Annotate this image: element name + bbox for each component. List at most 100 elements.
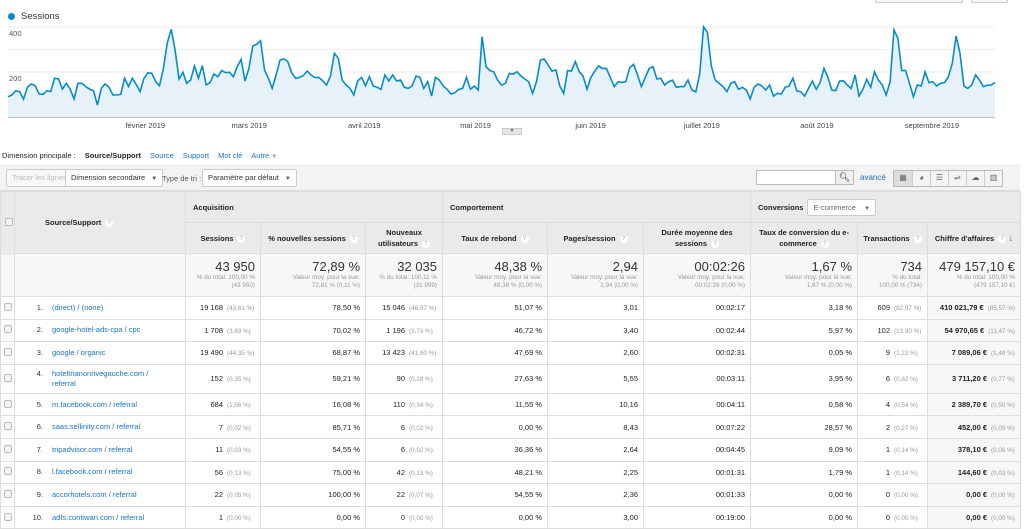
table-view-icon[interactable]: ▦ xyxy=(894,171,912,186)
help-icon[interactable]: ? xyxy=(422,240,431,249)
plot-rows-button[interactable]: Tracer les lignes xyxy=(6,169,73,187)
row-checkbox[interactable] xyxy=(3,347,12,356)
help-icon[interactable]: ? xyxy=(820,240,829,249)
column-header-label: Transactions xyxy=(863,233,910,243)
bounce-cell: 54,55 % xyxy=(442,483,549,507)
row-checkbox[interactable] xyxy=(3,373,12,382)
total-subtext: % du total: 100,00 % (734) xyxy=(878,274,923,289)
trans-cell: 4 (0,54 %) xyxy=(857,392,929,417)
performance-view-icon[interactable]: ☰ xyxy=(930,171,948,186)
pie-view-icon[interactable]: ◕ xyxy=(912,171,930,186)
help-icon[interactable]: ? xyxy=(520,234,529,243)
table-row: 2. google-hotel-ads-cpa / cpc 1 708 (3,89 %… xyxy=(0,318,1022,343)
select-all-checkbox[interactable] xyxy=(5,217,13,226)
new_pct-value: 70,02 % xyxy=(332,325,360,335)
column-header[interactable]: % nouvelles sessions? xyxy=(260,222,366,254)
chart-collapse-handle[interactable]: ▾ xyxy=(502,128,522,135)
total-subtext: Valeur moy. pour la vue: 00:02:26 (0,00 … xyxy=(677,274,746,289)
row-checkbox[interactable] xyxy=(3,302,12,311)
new_users-value: 22 xyxy=(396,490,406,500)
column-header[interactable]: Nouveaux utilisateurs? xyxy=(364,222,444,254)
column-header[interactable]: Transactions? xyxy=(857,222,929,254)
row-checkbox[interactable] xyxy=(3,467,12,476)
column-header[interactable]: Taux de conversion du e-commerce? xyxy=(750,222,859,254)
source-link[interactable]: accorhotels.com / referral xyxy=(52,489,137,499)
source-link[interactable]: hoteltrianonrivegauche.com / referral xyxy=(52,368,149,388)
comparison-view-icon[interactable]: ⇌ xyxy=(948,171,966,186)
new_pct-cell: 100,00 % xyxy=(260,483,366,507)
total-subtext: % du total: 100,00 % (479 157,10 €) xyxy=(956,274,1016,289)
new_users-value: 110 xyxy=(393,400,406,410)
conversions-label: Conversions xyxy=(758,202,804,212)
sort-type-dropdown[interactable]: Paramètre par défaut ▼ xyxy=(202,169,297,187)
dimension-header[interactable]: Source/Support? xyxy=(14,191,186,254)
source-link[interactable]: (direct) / (none) xyxy=(52,302,104,312)
column-header-label: Nouveaux utilisateurs xyxy=(378,228,422,248)
sort-desc-arrow-icon[interactable]: ↓ xyxy=(1006,232,1014,243)
x-tick-label: février 2019 xyxy=(125,121,166,130)
chart-options-button[interactable] xyxy=(971,0,1008,3)
column-header[interactable]: Durée moyenne des sessions? xyxy=(643,222,752,254)
help-icon[interactable]: ? xyxy=(349,234,358,243)
trans-value: 102 xyxy=(877,325,891,335)
sessions-cell: 684 (1,56 %) xyxy=(185,392,261,417)
help-icon[interactable]: ? xyxy=(105,219,114,227)
dimension-keyword[interactable]: Mot clé xyxy=(218,151,243,160)
new_users_pct-value: (0,07 %) xyxy=(409,492,433,500)
help-icon[interactable]: ? xyxy=(998,234,1007,243)
rev-value: 144,60 € xyxy=(957,467,988,477)
sessions_pct-value: (0,00 %) xyxy=(227,515,251,523)
trans_pct-value: (0,82 %) xyxy=(894,376,918,384)
help-icon[interactable]: ? xyxy=(619,234,628,243)
sessions-line xyxy=(7,24,996,106)
row-checkbox[interactable] xyxy=(3,422,12,431)
source-link[interactable]: tripadvisor.com / referral xyxy=(52,444,133,454)
new_users-cell: 6 (0,02 %) xyxy=(364,437,444,462)
help-icon[interactable]: ? xyxy=(913,234,922,243)
row-checkbox[interactable] xyxy=(3,489,12,498)
row-checkbox[interactable] xyxy=(3,444,12,453)
source-link[interactable]: google-hotel-ads-cpa / cpc xyxy=(52,325,141,335)
date-compare-buttons[interactable] xyxy=(875,0,963,3)
term-cloud-icon[interactable]: ☁ xyxy=(966,171,984,186)
rev_pct-value: (0,00 %) xyxy=(991,492,1015,500)
column-header[interactable]: Pages/session? xyxy=(547,222,645,254)
dimension-source[interactable]: Source xyxy=(150,151,174,160)
dimension-other-dropdown[interactable]: Autre ▼ xyxy=(251,151,277,160)
trans-cell: 9 (1,23 %) xyxy=(857,341,929,365)
column-header[interactable]: Sessions? xyxy=(185,222,261,254)
column-header[interactable]: Chiffre d'affaires? ↓ xyxy=(927,222,1022,254)
row-checkbox[interactable] xyxy=(3,399,12,408)
bounce-value: 46,72 % xyxy=(514,325,543,335)
sessions-value: 56 xyxy=(214,467,223,477)
conversion-type-dropdown[interactable]: E-commerce ▼ xyxy=(807,198,877,216)
source-link[interactable]: m.facebook.com / referral xyxy=(52,399,138,409)
secondary-dimension-dropdown[interactable]: Dimension secondaire ▼ xyxy=(65,169,164,187)
table-search-input[interactable] xyxy=(756,170,854,185)
source-link[interactable]: adfs.contiwan.com / referral xyxy=(52,512,145,522)
total-value: 734 xyxy=(900,259,923,274)
conv-cell: 0,00 % xyxy=(750,505,859,529)
y-tick-label: 200 xyxy=(9,74,22,83)
pivot-view-icon[interactable]: ▥ xyxy=(984,171,1002,186)
advanced-filter-link[interactable]: avancé xyxy=(860,173,886,182)
row-number: 3. xyxy=(36,347,43,357)
total-cell: 2,94 Valeur moy. pour la vue: 2,94 (0,00 … xyxy=(547,253,645,297)
row-number: 10. xyxy=(32,512,43,522)
row-checkbox[interactable] xyxy=(3,512,12,521)
totals-row: 43 950% du total: 100,00 % (43 950) 72,89… xyxy=(0,253,1022,297)
source-link[interactable]: saas.sellinity.com / referral xyxy=(52,422,141,432)
row-checkbox[interactable] xyxy=(3,325,12,334)
dimension-medium[interactable]: Support xyxy=(182,151,210,160)
source-link[interactable]: google / organic xyxy=(52,347,106,357)
sessions_pct-value: (3,89 %) xyxy=(227,327,251,335)
bounce-value: 11,55 % xyxy=(515,400,543,410)
column-header[interactable]: Taux de rebond? xyxy=(442,222,549,254)
help-icon[interactable]: ? xyxy=(711,240,720,249)
pages-cell: 10,16 xyxy=(547,392,645,417)
help-icon[interactable]: ? xyxy=(237,234,246,243)
bounce-cell: 46,72 % xyxy=(442,318,549,343)
sort-type-label: Type de tri : xyxy=(162,174,202,183)
source-link[interactable]: l.facebook.com / referral xyxy=(52,467,133,477)
search-icon[interactable]: 🔍︎ xyxy=(835,170,854,185)
